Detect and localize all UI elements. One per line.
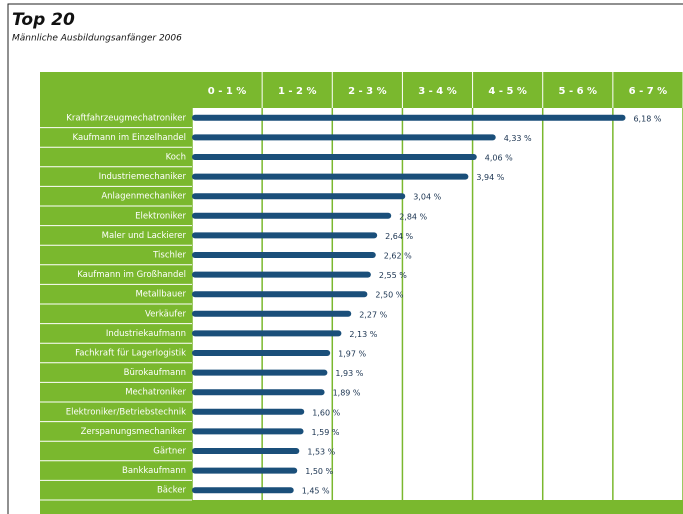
column-header: 0 - 1 % bbox=[208, 86, 247, 97]
category-label: Kraftfahrzeugmechatroniker bbox=[66, 113, 186, 123]
column-header: 1 - 2 % bbox=[278, 86, 317, 97]
category-label: Industriemechaniker bbox=[99, 172, 187, 182]
value-label: 4,06 % bbox=[485, 154, 513, 163]
column-header: 5 - 6 % bbox=[559, 86, 598, 97]
footer-band bbox=[40, 500, 683, 514]
bar bbox=[192, 291, 368, 298]
category-label: Kaufmann im Einzelhandel bbox=[73, 133, 186, 143]
bar bbox=[192, 428, 304, 435]
category-label: Elektroniker/Betriebstechnik bbox=[66, 407, 186, 417]
column-header: 6 - 7 % bbox=[629, 86, 668, 97]
bar bbox=[192, 193, 406, 200]
category-label: Bäcker bbox=[157, 486, 187, 496]
bar bbox=[192, 330, 342, 337]
bar bbox=[192, 173, 469, 180]
value-label: 1,93 % bbox=[335, 369, 363, 378]
value-label: 6,18 % bbox=[633, 114, 661, 123]
category-label: Bankkaufmann bbox=[122, 466, 186, 476]
value-label: 1,97 % bbox=[338, 350, 366, 359]
column-header: 3 - 4 % bbox=[418, 86, 457, 97]
value-label: 1,59 % bbox=[312, 428, 340, 437]
bar bbox=[192, 310, 352, 317]
value-label: 3,94 % bbox=[476, 173, 504, 182]
value-label: 3,04 % bbox=[413, 193, 441, 202]
value-label: 2,13 % bbox=[349, 330, 377, 339]
frame bbox=[7, 3, 683, 514]
value-label: 1,89 % bbox=[333, 389, 361, 398]
value-label: 2,27 % bbox=[359, 310, 387, 319]
bar bbox=[192, 134, 496, 141]
category-label: Verkäufer bbox=[145, 309, 186, 319]
category-label: Koch bbox=[166, 153, 186, 163]
value-label: 2,55 % bbox=[379, 271, 407, 280]
value-label: 2,50 % bbox=[375, 291, 403, 300]
bar bbox=[192, 114, 626, 121]
bar bbox=[192, 154, 477, 160]
bar bbox=[192, 448, 300, 454]
value-label: 1,50 % bbox=[305, 467, 333, 476]
category-label: Tischler bbox=[152, 251, 186, 261]
bar bbox=[192, 212, 392, 219]
bar bbox=[192, 271, 371, 278]
category-label: Anlagenmechaniker bbox=[101, 192, 186, 202]
chart-subtitle: Männliche Ausbildungsanfänger 2006 bbox=[12, 34, 182, 44]
category-label: Bürokaufmann bbox=[124, 368, 186, 378]
chart-title: Top 20 bbox=[12, 10, 75, 30]
category-label: Metallbauer bbox=[135, 290, 186, 300]
bar bbox=[192, 252, 376, 258]
header-band bbox=[40, 72, 683, 108]
value-label: 1,53 % bbox=[307, 448, 335, 457]
value-label: 2,64 % bbox=[385, 232, 413, 241]
category-label: Kaufmann im Großhandel bbox=[77, 270, 186, 280]
value-label: 1,45 % bbox=[302, 487, 330, 496]
category-label: Fachkraft für Lagerlogistik bbox=[75, 349, 186, 359]
value-label: 2,84 % bbox=[399, 212, 427, 221]
bar bbox=[192, 369, 328, 376]
category-label: Industriekaufmann bbox=[106, 329, 186, 339]
label-column bbox=[40, 72, 192, 514]
bar bbox=[192, 232, 378, 239]
value-label: 2,62 % bbox=[384, 252, 412, 261]
bar bbox=[192, 487, 294, 494]
category-label: Maler und Lackierer bbox=[102, 231, 187, 241]
column-header: 2 - 3 % bbox=[348, 86, 387, 97]
bar bbox=[192, 389, 325, 396]
bar bbox=[192, 350, 331, 356]
value-label: 1,60 % bbox=[312, 408, 340, 417]
category-label: Elektroniker bbox=[135, 211, 186, 221]
bar bbox=[192, 467, 298, 474]
value-label: 4,33 % bbox=[504, 134, 532, 143]
category-label: Gärtner bbox=[153, 447, 186, 457]
bar bbox=[192, 408, 305, 415]
category-label: Zerspanungsmechaniker bbox=[81, 427, 187, 437]
column-header: 4 - 5 % bbox=[488, 86, 527, 97]
category-label: Mechatroniker bbox=[125, 388, 186, 398]
